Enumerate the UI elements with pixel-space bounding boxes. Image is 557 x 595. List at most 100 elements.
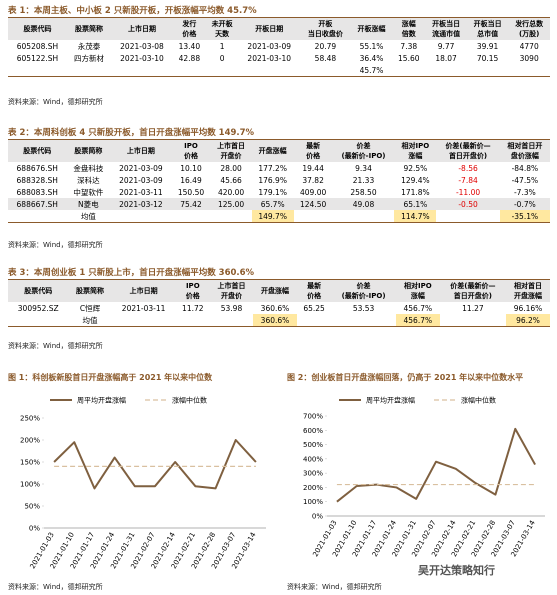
header-cell: 开板日期 [238, 17, 301, 40]
cell: 114.7% [394, 210, 437, 223]
cell [8, 64, 67, 77]
header-cell: 相对首日开 盘价涨幅 [499, 139, 550, 162]
cell [508, 64, 550, 77]
cell: 2021-03-11 [119, 187, 163, 197]
y-tick-label: 250% [20, 415, 40, 423]
cell [210, 314, 253, 327]
cell: 18.07 [435, 53, 457, 63]
cell: -8.56 [458, 163, 478, 173]
cell: 11.72 [182, 303, 204, 313]
cell [467, 64, 509, 77]
cell: 65.7% [251, 198, 294, 210]
watermark: 吴开达策略知行 [418, 564, 495, 577]
cell: N菱电 [66, 198, 111, 210]
y-tick-label: 400% [303, 455, 323, 463]
cell: 2021-03-09 [119, 175, 163, 185]
cell: 70.15 [476, 53, 499, 63]
cell [8, 210, 66, 223]
cell: 65.1% [394, 198, 437, 210]
cell: 688083.SH [16, 187, 58, 197]
header-cell: IPO 价格 [171, 139, 211, 162]
table-head: 股票代码 股票简称 上市日期 发行 价格 未开板 天数 开板日期 开板 当日收盘价 开板涨幅涨… [8, 17, 550, 40]
cell: -47.5% [511, 175, 539, 185]
cell: 177.2% [258, 163, 287, 173]
table-row: 605122.SH 四方新材 2021-03-10 42.88 0 2021-03-10 5… [8, 52, 550, 64]
cell [112, 314, 176, 327]
cell [333, 210, 395, 223]
header-cell: 上市日期 [111, 17, 173, 40]
header-cell: 开盘涨幅 [253, 279, 297, 302]
y-tick-label: 200% [303, 484, 323, 492]
y-tick-label: 600% [303, 427, 323, 435]
average-row: 均值 149.7% 114.7% -35.1% [8, 210, 550, 223]
cell: 176.9% [258, 175, 287, 185]
cell: 49.08 [332, 198, 395, 210]
header-cell: 股票简称 [68, 279, 112, 302]
cell: 360.6% [260, 303, 290, 313]
cell: 45.7% [350, 64, 393, 77]
header-row: 股票代码 股票简称 上市日期 IPO 价格 上市首日 开盘价 开盘涨幅 最新 价格 价差 (最… [8, 279, 550, 302]
header-row: 股票代码 股票简称 上市日期 IPO 价格 上市首日 开盘价 开盘涨幅 最新 价格 价差 (最… [8, 139, 550, 162]
cell: 409.00 [300, 187, 327, 197]
cell: 360.6% [253, 314, 297, 327]
cell [294, 210, 333, 223]
figure-title: 图 2：创业板首日开盘涨幅回落，仍高于 2021 年以来中位数水平 [287, 373, 524, 382]
legend-label: 周平均开盘涨幅 [366, 396, 415, 405]
cell [392, 64, 426, 77]
legend-label: 周平均开盘涨幅 [77, 396, 126, 405]
cell: 124.50 [293, 198, 333, 210]
average-row: 均值 360.6% 456.7% 96.2% [8, 314, 550, 327]
y-tick-label: 200% [20, 437, 40, 445]
cell: 7.38 [392, 40, 426, 52]
table-row: 688667.SH N菱电 2021-03-12 75.42 125.00 65.7% 12… [8, 198, 550, 210]
cell: 96.2% [506, 314, 550, 327]
series-line [336, 427, 536, 503]
table-title: 表 1：本周主板、中小板 2 只新股开板，开板涨幅平均数 45.7% [8, 6, 257, 16]
header-cell: 最新 价格 [296, 279, 332, 302]
cell: 19.44 [302, 163, 324, 173]
cell [173, 64, 206, 77]
header-cell: 开板 当日收盘价 [300, 17, 351, 40]
table-head: 股票代码 股票简称 上市日期 IPO 价格 上市首日 开盘价 开盘涨幅 最新 价格 价差 (最… [8, 139, 550, 162]
cell [425, 64, 467, 77]
cell: 605122.SH [16, 53, 59, 63]
cell: 456.7% [395, 314, 440, 327]
cell: 金盘科技 [73, 163, 104, 173]
cell: 2021-03-09 [119, 163, 163, 173]
cell: 2021-03-08 [120, 41, 164, 51]
cell [436, 210, 499, 223]
cell: 58.48 [314, 53, 337, 63]
cell: -0.50 [436, 198, 500, 210]
cell: 688676.SH [16, 163, 58, 173]
cell: 179.1% [258, 187, 287, 197]
cell: 四方新材 [74, 53, 105, 63]
y-tick-label: 50% [24, 503, 40, 511]
chart: 0%100%200%300%400%500%600%700%2021-01-03… [303, 396, 545, 558]
table-row: 605208.SH 永茂泰 2021-03-08 13.40 1 2021-03-09 20… [8, 40, 550, 52]
cell: 深科达 [77, 175, 100, 185]
cell: 45.66 [220, 175, 242, 185]
cell [300, 64, 351, 77]
header-cell: 上市首日 开盘价 [210, 139, 252, 162]
header-cell: 股票代码 [8, 279, 69, 302]
cell [297, 314, 331, 327]
table-body: 605208.SH 永茂泰 2021-03-08 13.40 1 2021-03-09 20… [8, 40, 550, 77]
header-cell: 开盘涨幅 [251, 139, 294, 162]
y-tick-label: 100% [20, 481, 40, 489]
cell [206, 64, 238, 77]
cell: 均值 [82, 315, 98, 325]
cell: -7.84 [458, 175, 478, 185]
cell: 258.50 [350, 187, 377, 197]
cell: 150.50 [177, 187, 205, 197]
cell: 36.4% [350, 52, 393, 64]
table-body: 300952.SZ C恒辉 2021-03-11 11.72 53.98 360.6% 65… [8, 302, 550, 327]
cell: 2021-03-10 [120, 53, 164, 63]
cell: 42.88 [178, 53, 201, 63]
cell: 0 [219, 53, 225, 63]
cell: 20.79 [314, 41, 337, 51]
legend-label: 涨幅中位数 [461, 396, 496, 405]
cell: -11.00 [455, 187, 481, 197]
cell: 2021-03-11 [121, 303, 166, 313]
cell: 10.10 [180, 163, 202, 173]
header-cell: 价差 (最新价-IPO) [332, 139, 395, 162]
